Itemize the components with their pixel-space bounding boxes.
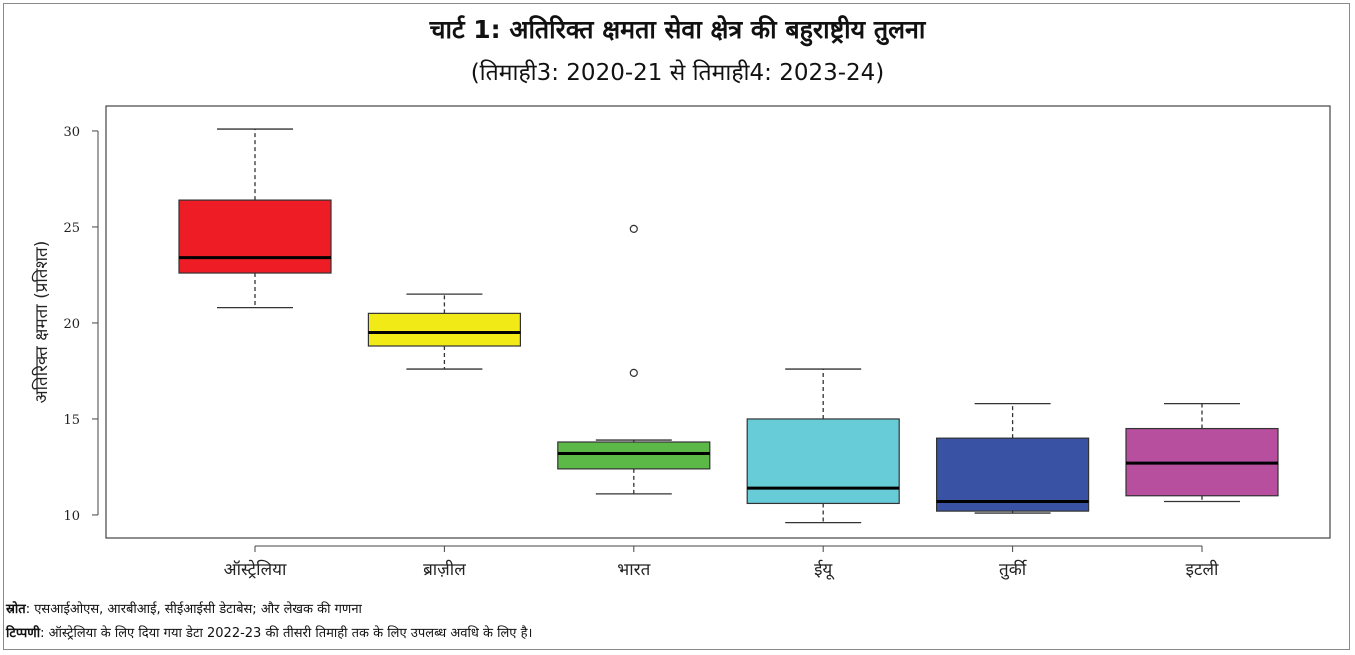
y-tick-label: 30 (63, 125, 80, 140)
y-tick-label: 20 (63, 317, 80, 332)
note-text: : ऑस्ट्रेलिया के लिए दिया गया डेटा 2022-… (40, 626, 533, 641)
iqr-box (557, 441, 711, 470)
x-tick-label: इटली (1186, 559, 1219, 580)
box-group (1125, 402, 1279, 503)
box-group (746, 368, 900, 524)
x-tick-label: ब्राज़ील (423, 559, 466, 580)
box-group (178, 128, 332, 309)
outlier-point (629, 368, 638, 377)
box-group (367, 293, 521, 370)
x-tick-label: तुर्की (999, 559, 1028, 580)
y-tick-label: 25 (63, 221, 80, 236)
x-axis: ऑस्ट्रेलिया ब्राज़ील भारत ईयू तुर्की इटली (224, 545, 1219, 580)
source-text: : एसआईओएस, आरबीआई, सीईआईसी डेटाबेस; और ल… (25, 602, 362, 617)
x-tick-label: भारत (617, 560, 650, 580)
chart-title: चार्ट 1: अतिरिक्त क्षमता सेवा क्षेत्र की… (429, 15, 926, 44)
source-label: स्रोत (6, 602, 26, 617)
source-note: स्रोत: एसआईओएस, आरबीआई, सीईआईसी डेटाबेस;… (6, 602, 362, 618)
x-tick-label: ईयू (814, 559, 835, 580)
iqr-box (367, 312, 521, 347)
iqr-box (746, 418, 900, 505)
iqr-box (935, 437, 1090, 512)
box-group (935, 402, 1090, 514)
box-group (557, 224, 711, 495)
outlier-point (629, 224, 638, 233)
plot-area-border (105, 105, 1331, 539)
iqr-box (178, 199, 332, 274)
y-axis: 10 15 20 25 30 (63, 125, 99, 524)
footnote: टिप्पणी: ऑस्ट्रेलिया के लिए दिया गया डेट… (6, 626, 532, 642)
boxes-layer (178, 128, 1279, 524)
y-axis-label: अतिरिक्त क्षमता (प्रतिशत) (31, 241, 52, 404)
chart-frame (3, 3, 1350, 650)
y-tick-label: 15 (63, 413, 80, 428)
chart-subtitle: (तिमाही3: 2020-21 से तिमाही4: 2023-24) (470, 60, 885, 86)
y-tick-label: 10 (63, 509, 80, 524)
note-label: टिप्पणी (6, 626, 41, 641)
x-tick-label: ऑस्ट्रेलिया (224, 559, 287, 580)
